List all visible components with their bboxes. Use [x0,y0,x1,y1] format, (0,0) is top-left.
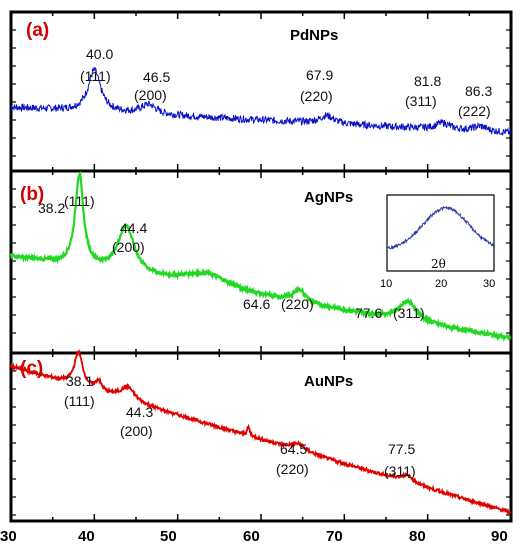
peak-label-hkl: (111) [64,193,95,209]
x-tick-label: 60 [243,528,260,545]
peak-label-hkl: (200) [120,423,153,439]
peak-label-hkl: (111) [80,68,111,84]
agnps-inset: 10 20 30 2θ [380,194,495,290]
axis-ticks [10,12,512,521]
peak-label-hkl: (200) [134,87,167,103]
peak-label-hkl: (220) [300,88,333,104]
peak-label-value: 77.6 [355,305,382,321]
peak-label-value: 38.2 [38,200,65,216]
peak-label-value: 46.5 [143,69,170,85]
inset-curve [386,205,494,250]
x-tick-label: 40 [78,528,95,545]
panel-b-title: AgNPs [304,189,353,206]
inset-x-label: 2θ [431,257,446,271]
pdnps-xrd-curve [10,67,511,137]
peak-label-hkl: (200) [112,239,145,255]
peak-label-hkl: (220) [281,296,314,312]
x-tick-label: 50 [160,528,177,545]
panel-c-label: (c) [20,358,43,379]
inset-tick-label: 20 [435,278,447,290]
x-tick-label: 90 [491,528,508,545]
peak-label-hkl: (311) [405,93,437,109]
peak-label-value: 64.5 [280,441,307,457]
peak-label-hkl: (311) [393,305,425,321]
x-tick-label: 80 [409,528,426,545]
panel-b-label: (b) [20,184,44,205]
peak-label-value: 67.9 [306,67,333,83]
panel-a-label: (a) [26,20,49,41]
panel-c-title: AuNPs [304,373,353,390]
peak-label-value: 81.8 [414,73,441,89]
peak-label-value: 77.5 [388,441,415,457]
peak-label-hkl: (222) [458,103,491,119]
peak-label-hkl: (311) [384,463,416,479]
peak-label-hkl: (220) [276,461,309,477]
x-tick-label: 30 [0,528,17,545]
peak-label-value: 38.1 [66,373,93,389]
peak-label-hkl: (111) [64,393,95,409]
x-tick-label: 70 [326,528,343,545]
peak-label-value: 44.4 [120,220,147,236]
agnps-xrd-curve [9,170,512,343]
peak-label-value: 44.3 [126,404,153,420]
peak-label-value: 40.0 [86,46,113,62]
inset-tick-label: 10 [380,278,392,290]
inset-tick-label: 30 [483,278,495,290]
peak-label-value: 64.6 [243,296,270,312]
aunps-xrd-curve [10,348,512,516]
peak-label-value: 86.3 [465,83,492,99]
panel-a-title: PdNPs [290,27,338,44]
